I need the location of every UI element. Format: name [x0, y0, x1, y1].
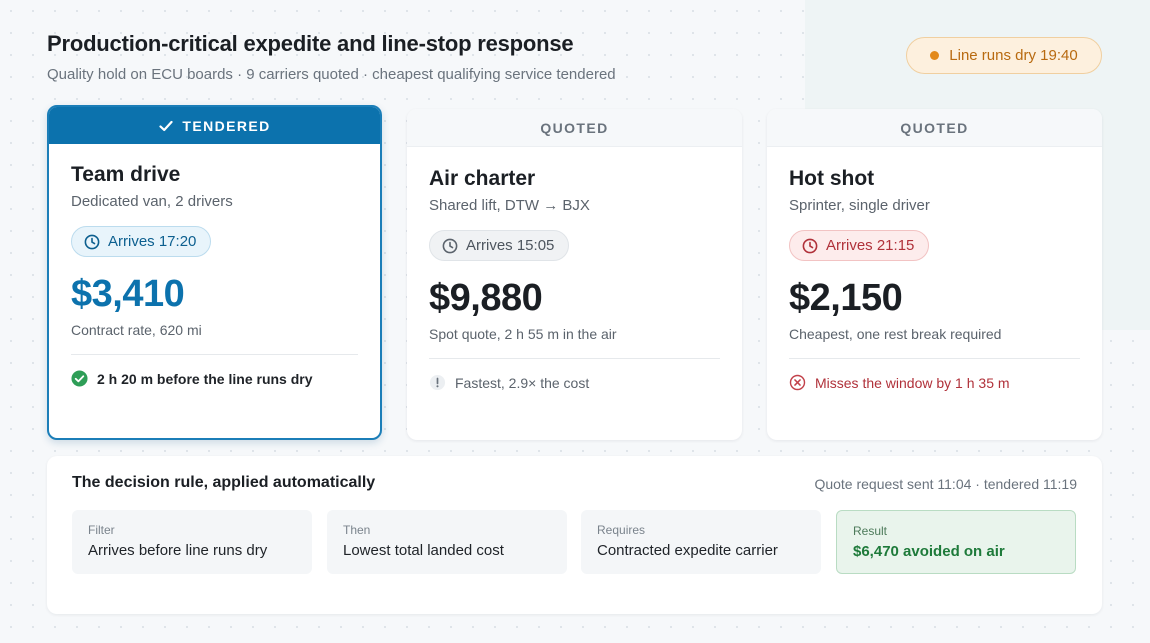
rule-step-key: Requires [597, 523, 646, 537]
check-circle-icon [71, 370, 88, 387]
divider [789, 358, 1080, 359]
deadline-label: Line runs dry 19:40 [949, 47, 1078, 64]
service-subtitle: Dedicated van, 2 drivers [71, 193, 233, 210]
card-status-header: TENDERED [49, 107, 380, 144]
rule-step-requires: Requires Contracted expedite carrier [581, 510, 821, 574]
clock-icon [84, 234, 100, 249]
rule-step-value: Contracted expedite carrier [597, 542, 778, 559]
rule-step-then: Then Lowest total landed cost [327, 510, 567, 574]
price-note: Cheapest, one rest break required [789, 326, 1002, 342]
rule-step-key: Filter [88, 523, 115, 537]
check-icon [159, 120, 173, 131]
outcome-label: 2 h 20 m before the line runs dry [97, 370, 313, 387]
service-title: Hot shot [789, 167, 875, 190]
rule-step-result: Result $6,470 avoided on air [836, 510, 1076, 574]
price: $9,880 [429, 277, 543, 319]
rule-step-key: Then [343, 523, 371, 537]
quote-card-hot-shot[interactable]: QUOTED Hot shot Sprinter, single driver … [767, 109, 1102, 440]
rule-step-value: $6,470 avoided on air [853, 543, 1005, 560]
clock-icon [802, 238, 818, 253]
eta-label: Arrives 21:15 [826, 237, 915, 254]
card-status-label: QUOTED [900, 119, 969, 136]
x-circle-icon [789, 374, 806, 391]
status-dot-icon [930, 51, 940, 60]
clock-icon [442, 238, 458, 253]
rule-step-value: Arrives before line runs dry [88, 542, 268, 559]
service-title: Team drive [71, 163, 181, 186]
outcome: Fastest, 2.9× the cost [429, 374, 720, 391]
decision-rule-meta: Quote request sent 11:04 · tendered 11:1… [814, 476, 1077, 492]
deadline-badge: Line runs dry 19:40 [906, 37, 1102, 74]
eta-badge: Arrives 17:20 [71, 226, 212, 257]
rule-step-key: Result [853, 524, 888, 538]
quote-card-team-drive[interactable]: TENDERED Team drive Dedicated van, 2 dri… [47, 105, 382, 440]
eta-label: Arrives 17:20 [108, 233, 197, 250]
decision-rule-panel: The decision rule, applied automatically… [47, 456, 1102, 614]
service-title: Air charter [429, 167, 536, 190]
price-note: Spot quote, 2 h 55 m in the air [429, 326, 617, 342]
rule-step-filter: Filter Arrives before line runs dry [72, 510, 312, 574]
rule-step-value: Lowest total landed cost [343, 542, 504, 559]
divider [429, 358, 720, 359]
page-subtitle: Quality hold on ECU boards · 9 carriers … [47, 66, 616, 83]
eta-label: Arrives 15:05 [466, 237, 555, 254]
decision-rule-title: The decision rule, applied automatically [72, 474, 376, 491]
price: $2,150 [789, 277, 903, 319]
outcome-label: Misses the window by 1 h 35 m [815, 374, 1010, 391]
price: $3,410 [71, 273, 185, 315]
service-subtitle: Shared lift, DTW → BJX [429, 197, 590, 214]
outcome: 2 h 20 m before the line runs dry [71, 370, 358, 387]
quote-card-air-charter[interactable]: QUOTED Air charter Shared lift, DTW → BJ… [407, 109, 742, 440]
card-status-label: QUOTED [540, 119, 609, 136]
outcome-label: Fastest, 2.9× the cost [455, 374, 590, 391]
page-header: Production-critical expedite and line-st… [47, 31, 616, 83]
divider [71, 354, 358, 355]
service-subtitle: Sprinter, single driver [789, 197, 930, 214]
page-title: Production-critical expedite and line-st… [47, 31, 574, 56]
card-status-header: QUOTED [407, 109, 742, 147]
exclamation-circle-icon [429, 374, 446, 391]
price-note: Contract rate, 620 mi [71, 322, 202, 338]
card-status-header: QUOTED [767, 109, 1102, 147]
card-status-label: TENDERED [182, 117, 271, 134]
eta-badge: Arrives 15:05 [429, 230, 570, 261]
outcome: Misses the window by 1 h 35 m [789, 374, 1080, 391]
eta-badge: Arrives 21:15 [789, 230, 930, 261]
